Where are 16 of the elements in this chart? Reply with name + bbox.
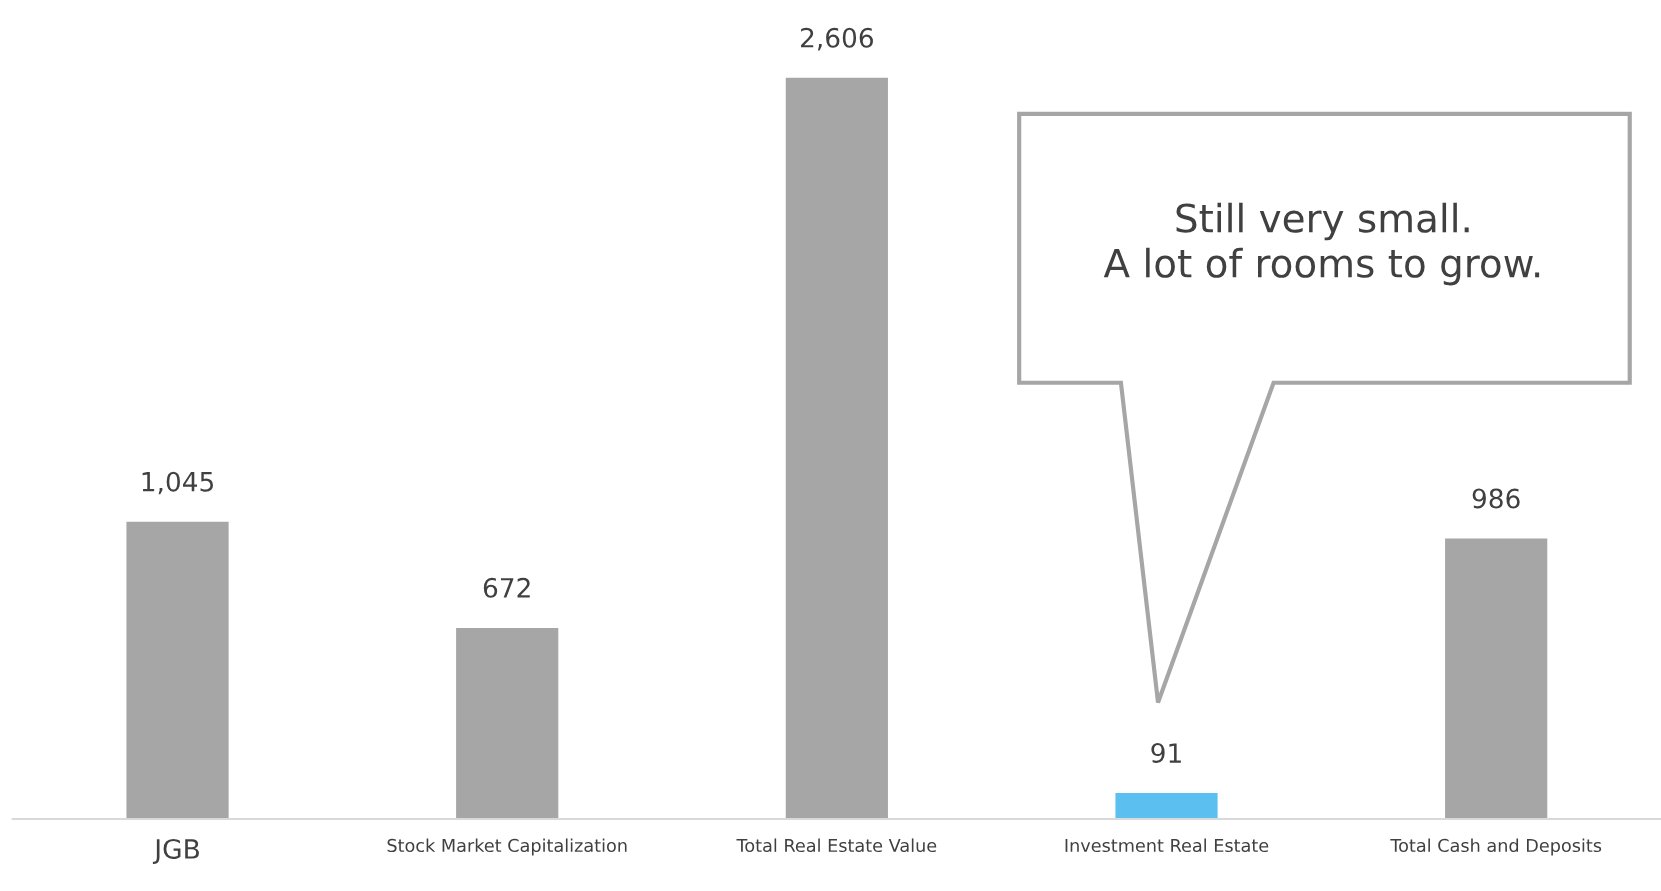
data-label: 986 <box>1472 488 1520 509</box>
data-label: 91 <box>1151 743 1181 764</box>
bar <box>1115 793 1218 819</box>
bar <box>785 77 888 819</box>
data-label: 1,045 <box>142 471 214 495</box>
data-label: 2,606 <box>801 27 873 51</box>
x-tick-label: Total Real Estate Value <box>736 838 937 853</box>
x-tick-label: Total Cash and Deposits <box>1390 838 1602 856</box>
x-tick-label: JGB <box>152 838 199 864</box>
data-label: 672 <box>483 577 530 598</box>
bar <box>456 627 559 819</box>
bar <box>126 521 229 819</box>
annotation: Still very small. A lot of rooms to grow. <box>1103 202 1540 286</box>
x-tick-label: Stock Market Capitalization <box>387 838 627 856</box>
x-tick-label: Investment Real Estate <box>1065 838 1269 853</box>
bar <box>1445 538 1548 819</box>
